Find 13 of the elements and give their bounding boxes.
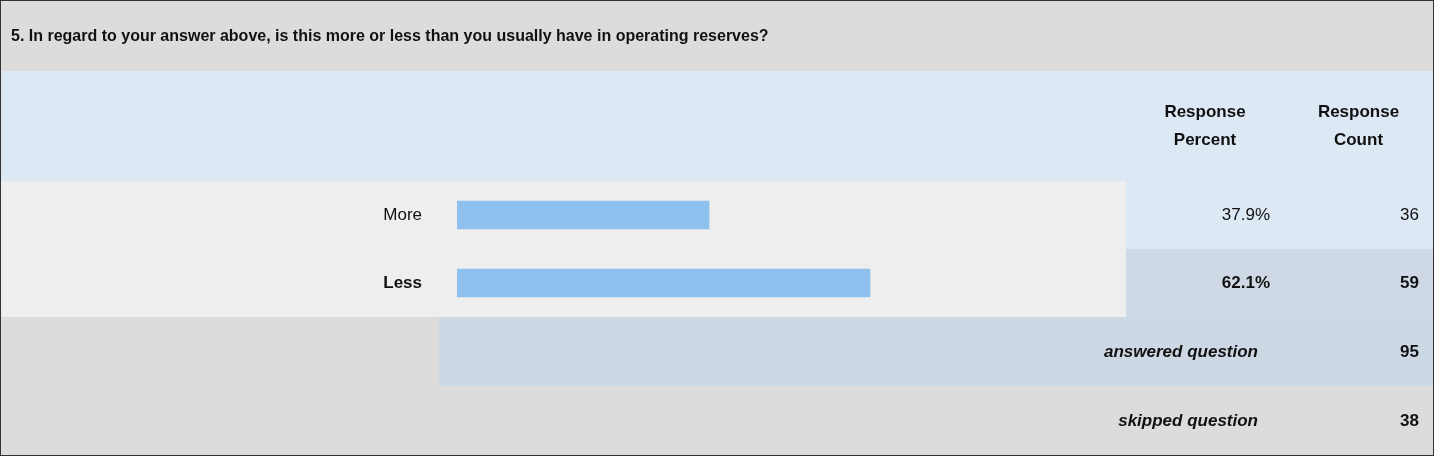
text: 59 bbox=[1284, 249, 1433, 317]
data-label: 37.9% bbox=[1126, 181, 1284, 249]
y-tick-label: Less bbox=[382, 272, 422, 294]
text: Response Percent bbox=[1163, 101, 1247, 151]
text: 36 bbox=[1284, 181, 1433, 249]
data-label: 62.1% bbox=[1126, 249, 1284, 317]
text: Response Count bbox=[1316, 101, 1401, 151]
text: skipped question bbox=[1117, 409, 1259, 432]
text: 95 bbox=[1399, 340, 1420, 363]
text: answered question bbox=[1103, 340, 1259, 363]
chart-title: 5. In regard to your answer above, is this more or less than you usually have in operating reserves? bbox=[1, 1, 1433, 71]
y-tick-label: More bbox=[382, 204, 422, 226]
text: 38 bbox=[1399, 409, 1420, 432]
